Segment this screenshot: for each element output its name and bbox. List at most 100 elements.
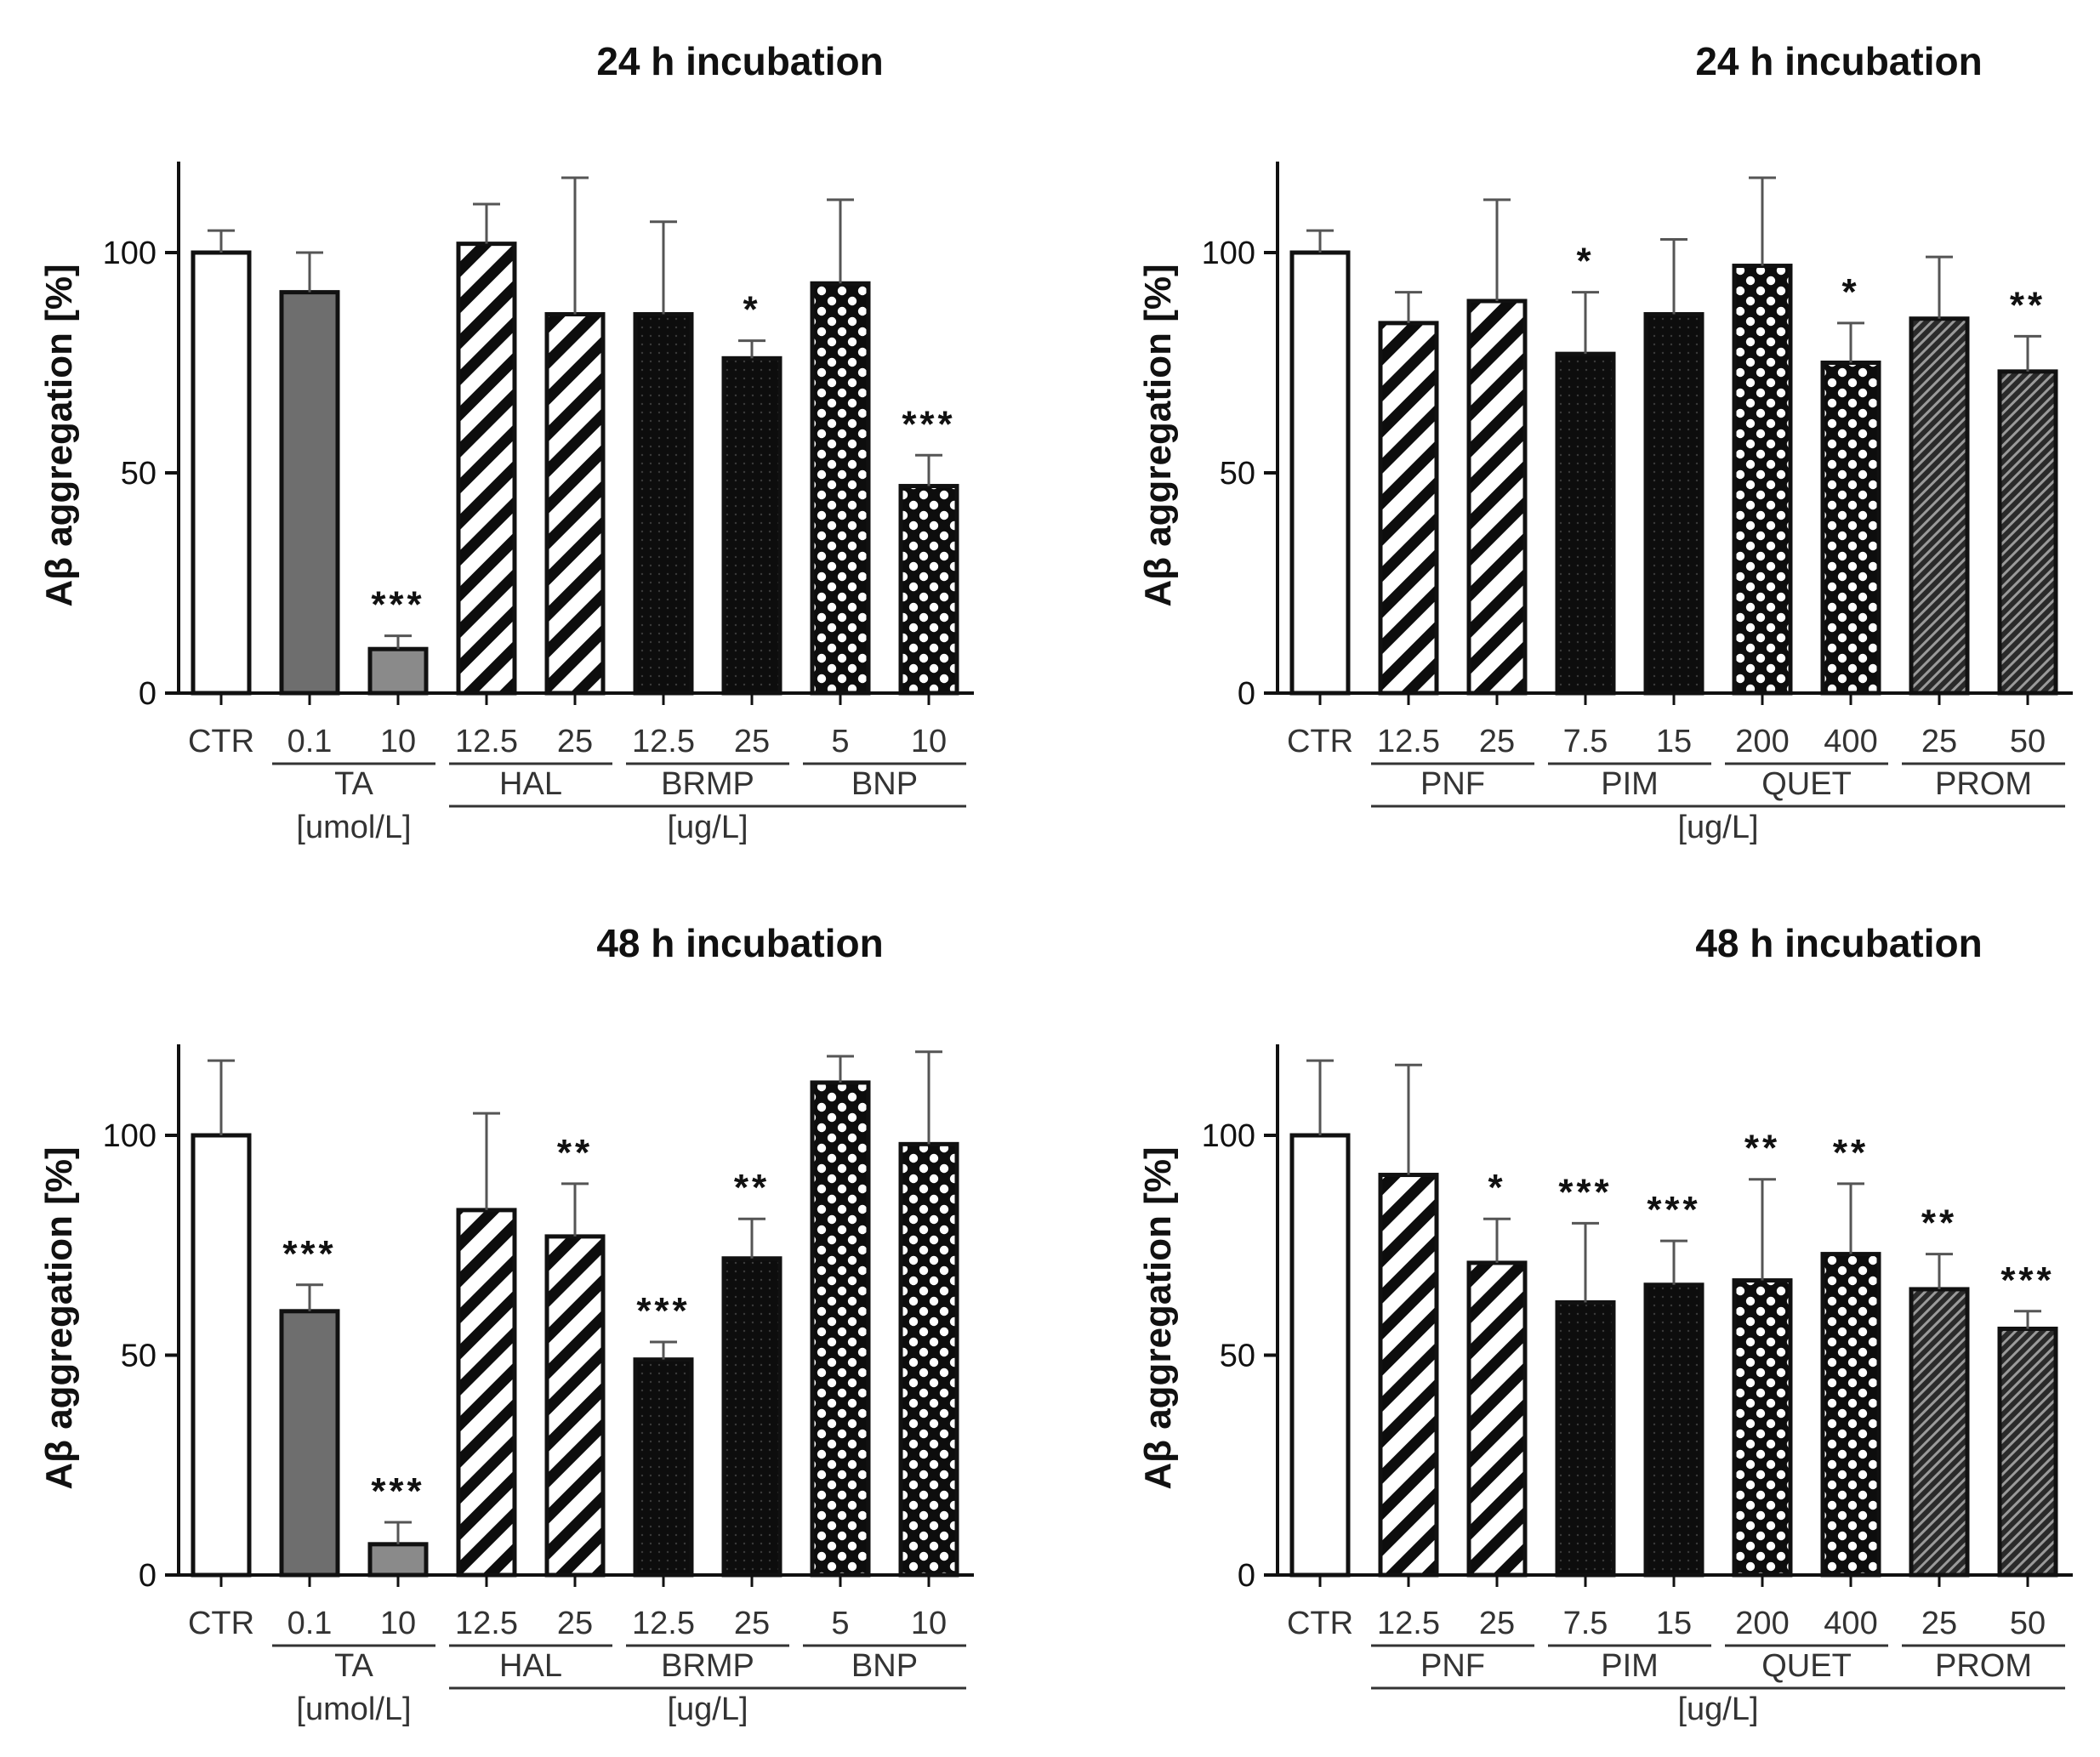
x-tick-label-br-3: 7.5 (1563, 1606, 1608, 1641)
group-label-tr-0: PNF (1420, 766, 1485, 802)
x-tick-label-bl-6: 25 (734, 1606, 770, 1641)
significance-tl-6: * (743, 289, 760, 331)
x-tick-label-tl-6: 25 (734, 724, 770, 759)
x-tick-label-br-8: 50 (2010, 1606, 2046, 1641)
significance-br-7: ** (1921, 1203, 1957, 1244)
x-tick-label-tl-0: CTR (188, 724, 254, 759)
bar-tr-6 (1820, 361, 1881, 696)
bar-tr-4 (1643, 312, 1704, 696)
significance-bl-6: ** (734, 1167, 770, 1208)
significance-tl-8: *** (902, 403, 955, 445)
group-label-tr-2: QUET (1761, 766, 1852, 802)
x-tick-label-tr-7: 25 (1921, 724, 1957, 759)
bar-tr-2 (1466, 299, 1528, 696)
y-tick-label-br-2: 100 (1202, 1118, 1255, 1154)
y-tick-label-tl-2: 100 (103, 236, 157, 271)
bar-bl-7 (810, 1080, 871, 1578)
bar-bl-3 (456, 1208, 517, 1578)
x-tick-label-tr-4: 15 (1656, 724, 1692, 759)
significance-bl-4: ** (557, 1132, 593, 1174)
group-label-bl-1: HAL (499, 1648, 562, 1684)
significance-br-8: *** (2000, 1259, 2054, 1301)
bar-tl-1 (279, 290, 340, 696)
y-tick-label-tl-1: 50 (121, 456, 157, 492)
x-tick-label-tr-3: 7.5 (1563, 724, 1608, 759)
group-label-tl-2: BRMP (661, 766, 754, 802)
panel-tl-title: 24 h incubation (596, 39, 883, 83)
x-tick-label-tr-5: 200 (1735, 724, 1789, 759)
bar-tr-8 (1997, 369, 2058, 696)
x-tick-label-br-5: 200 (1735, 1606, 1789, 1641)
bar-tl-2 (367, 646, 429, 696)
group-label-tr-1: PIM (1601, 766, 1659, 802)
bar-tr-1 (1378, 321, 1439, 696)
bar-tr-7 (1909, 316, 1970, 696)
panel-br-ylabel: Aβ aggregation [%] (1137, 1146, 1179, 1489)
bar-bl-5 (633, 1357, 694, 1578)
bar-bl-2 (367, 1542, 429, 1578)
significance-br-4: *** (1647, 1189, 1700, 1231)
group-label-bl-0: TA (334, 1648, 373, 1684)
y-tick-label-tr-1: 50 (1220, 456, 1255, 492)
x-tick-label-br-0: CTR (1287, 1606, 1353, 1641)
x-tick-label-br-2: 25 (1479, 1606, 1515, 1641)
bar-br-5 (1732, 1278, 1793, 1578)
panel-tl-ylabel: Aβ aggregation [%] (38, 264, 80, 606)
x-tick-label-br-7: 25 (1921, 1606, 1957, 1641)
panel-tl: 24 h incubation Aβ aggregation [%] CTR 0.… (38, 39, 974, 845)
significance-br-2: * (1488, 1167, 1505, 1208)
panel-bl-ylabel: Aβ aggregation [%] (38, 1146, 80, 1489)
y-tick-label-bl-1: 50 (121, 1339, 157, 1374)
x-tick-label-tr-8: 50 (2010, 724, 2046, 759)
group-label-tr-3: PROM (1935, 766, 2032, 802)
bar-tl-0 (191, 250, 252, 696)
bar-bl-6 (721, 1256, 783, 1578)
group-label-bl-3: BNP (851, 1648, 918, 1684)
bar-tl-4 (544, 312, 606, 696)
x-tick-label-bl-2: 10 (380, 1606, 416, 1641)
y-tick-label-tr-2: 100 (1202, 236, 1255, 271)
panel-tr: 24 h incubation Aβ aggregation [%] CTR 12… (1137, 39, 2073, 845)
panel-bl: 48 h incubation Aβ aggregation [%] CTR **… (38, 921, 974, 1727)
x-tick-label-tr-6: 400 (1824, 724, 1877, 759)
significance-tr-6: * (1841, 271, 1859, 313)
bar-bl-4 (544, 1234, 606, 1578)
bar-tl-3 (456, 242, 517, 696)
x-tick-label-tl-2: 10 (380, 724, 416, 759)
x-tick-label-br-6: 400 (1824, 1606, 1877, 1641)
panel-br: 48 h incubation Aβ aggregation [%] CTR 12… (1137, 921, 2073, 1727)
significance-br-6: ** (1833, 1132, 1869, 1174)
bar-bl-1 (279, 1309, 340, 1578)
bar-br-7 (1909, 1287, 1970, 1578)
unit-label-tr-0: [ug/L] (1677, 810, 1758, 845)
unit-label-br-0: [ug/L] (1677, 1692, 1758, 1727)
significance-tr-3: * (1576, 241, 1594, 282)
bar-tl-5 (633, 312, 694, 696)
significance-tr-8: ** (2010, 284, 2046, 326)
bar-tl-8 (898, 484, 959, 696)
significance-br-5: ** (1744, 1128, 1780, 1169)
unit-label-bl-0: [umol/L] (296, 1692, 411, 1727)
y-tick-label-br-1: 50 (1220, 1339, 1255, 1374)
panel-bl-title: 48 h incubation (596, 921, 883, 965)
x-tick-label-tl-1: 0.1 (287, 724, 333, 759)
group-label-br-0: PNF (1420, 1648, 1485, 1684)
group-label-tl-1: HAL (499, 766, 562, 802)
x-tick-label-tl-5: 12.5 (632, 724, 695, 759)
panel-br-title: 48 h incubation (1695, 921, 1982, 965)
y-tick-label-bl-0: 0 (139, 1558, 157, 1594)
x-tick-label-tl-4: 25 (557, 724, 593, 759)
x-tick-label-bl-1: 0.1 (287, 1606, 333, 1641)
unit-label-tl-0: [umol/L] (296, 810, 411, 845)
y-tick-label-tl-0: 0 (139, 676, 157, 712)
y-tick-label-tr-0: 0 (1238, 676, 1255, 712)
significance-br-3: *** (1558, 1171, 1612, 1213)
bar-bl-8 (898, 1141, 959, 1578)
x-tick-label-br-4: 15 (1656, 1606, 1692, 1641)
bar-br-8 (1997, 1326, 2058, 1578)
group-label-br-3: PROM (1935, 1648, 2032, 1684)
x-tick-label-tl-7: 5 (831, 724, 849, 759)
bar-br-3 (1555, 1299, 1616, 1578)
bar-br-6 (1820, 1252, 1881, 1578)
